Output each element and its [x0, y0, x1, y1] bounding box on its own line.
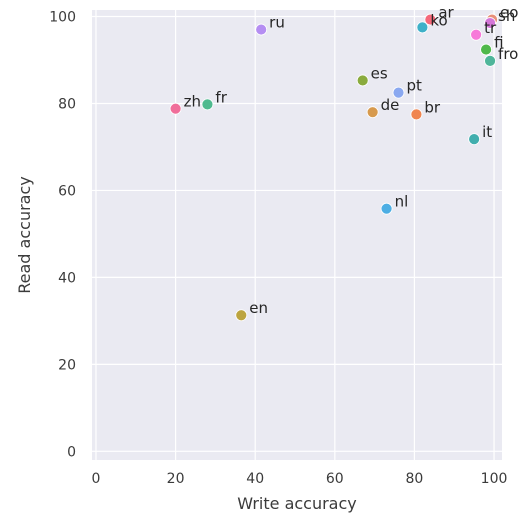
y-tick-label: 60	[58, 183, 76, 199]
data-point-nl	[380, 202, 393, 215]
point-label-eo: eo	[500, 4, 518, 22]
x-tick-label: 40	[246, 471, 264, 487]
x-tick-label: 80	[406, 471, 424, 487]
data-point-br	[410, 108, 423, 121]
x-tick-label: 20	[167, 471, 185, 487]
point-label-nl: nl	[395, 193, 409, 211]
y-tick-label: 0	[67, 444, 76, 460]
point-label-ko: ko	[430, 11, 447, 29]
data-points	[169, 13, 498, 322]
point-label-sh: sh	[498, 7, 515, 25]
tick-labels: 0 20 40 60 80 100 0 20 40 60 80 100	[49, 10, 507, 487]
y-tick-label: 20	[58, 357, 76, 373]
y-tick-label: 100	[49, 10, 76, 26]
data-point-it	[468, 133, 481, 146]
data-point-ar	[424, 13, 437, 26]
x-tick-label: 0	[92, 471, 101, 487]
x-tick-label: 60	[326, 471, 344, 487]
data-point-ko	[416, 21, 429, 34]
data-point-en	[235, 309, 248, 322]
point-label-fr: fr	[215, 88, 227, 106]
y-tick-label: 80	[58, 96, 76, 112]
point-label-fro: fro	[498, 45, 518, 63]
x-tick-label: 100	[481, 471, 508, 487]
point-label-it: it	[482, 123, 492, 141]
data-point-sh	[484, 17, 496, 29]
point-label-de: de	[381, 96, 400, 114]
point-label-fi: fi	[494, 34, 503, 52]
data-point-fi	[480, 43, 492, 56]
data-point-es	[356, 74, 369, 87]
data-point-fr	[201, 98, 214, 111]
point-label-en: en	[249, 299, 268, 317]
point-label-pt: pt	[407, 77, 423, 95]
data-point-tr	[470, 28, 483, 41]
point-label-br: br	[424, 98, 441, 116]
point-label-tr: tr	[484, 19, 497, 37]
point-label-es: es	[371, 64, 388, 82]
grid	[92, 10, 502, 460]
data-point-zh	[169, 102, 182, 115]
y-tick-label: 40	[58, 270, 76, 286]
x-axis-label: Write accuracy	[237, 494, 357, 513]
point-label-ru: ru	[269, 14, 285, 32]
point-label-ar: ar	[438, 4, 454, 22]
point-label-zh: zh	[184, 93, 201, 111]
data-point-pt	[392, 86, 405, 99]
data-point-fro	[484, 54, 496, 67]
y-axis-label: Read accuracy	[15, 176, 34, 293]
data-point-de	[366, 106, 379, 119]
plot-background	[92, 10, 502, 460]
data-point-ru	[255, 23, 268, 36]
